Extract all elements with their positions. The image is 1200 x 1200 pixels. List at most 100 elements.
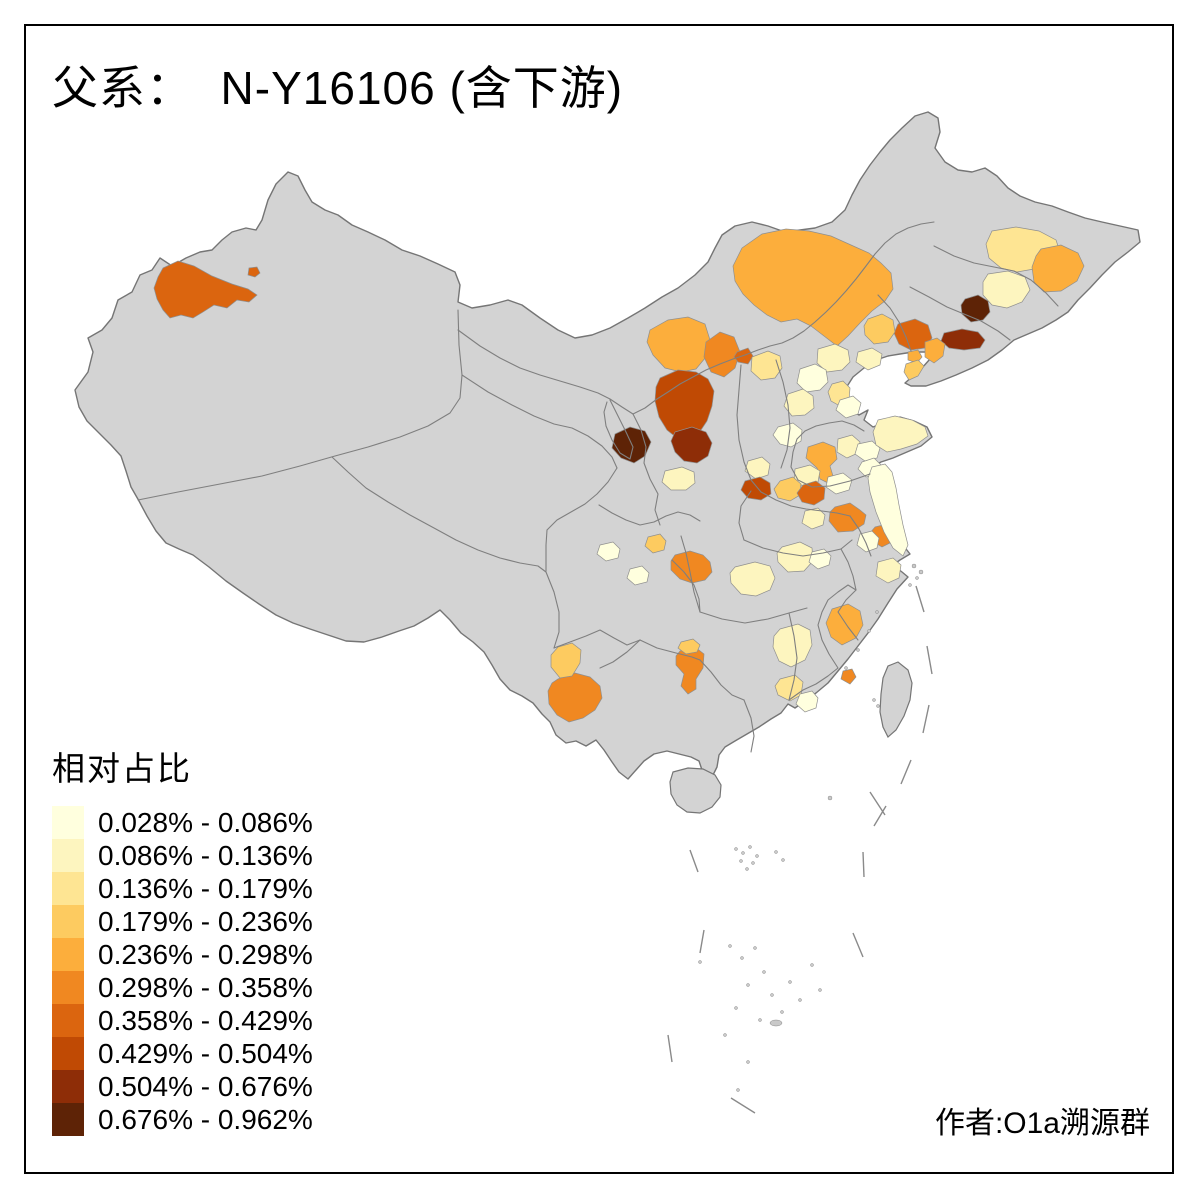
attribution-text: 作者:O1a溯源群 bbox=[934, 1107, 1150, 1140]
border-chongqing bbox=[671, 559, 701, 613]
prefecture-cangzhou-hebei bbox=[835, 395, 862, 419]
legend-bin-label: 0.676% - 0.962% bbox=[98, 1104, 313, 1135]
prefecture-anshan-liaoyang bbox=[924, 337, 946, 364]
prefecture-yancheng-coastal-jiangsu bbox=[867, 463, 909, 557]
mainland-china bbox=[74, 111, 1141, 780]
prefecture-bayannur-baotou bbox=[646, 316, 711, 373]
islands bbox=[667, 563, 933, 1114]
legend-bin-label: 0.179% - 0.236% bbox=[98, 906, 313, 937]
legend-swatch bbox=[52, 1103, 84, 1136]
prefecture-chengde-hebei bbox=[816, 343, 851, 373]
prefecture-ili-valley-xinjiang bbox=[153, 260, 258, 319]
prefecture-heyuan-guangdong bbox=[795, 690, 819, 713]
border-jiangxi-fujian bbox=[788, 584, 857, 701]
border-guizhou-guangxi bbox=[699, 659, 745, 701]
prefecture-xuchang-henan bbox=[801, 507, 826, 530]
legend-row: 0.028% - 0.086% bbox=[52, 806, 313, 839]
province-borders bbox=[137, 221, 1059, 753]
prefecture-qingyang-gansu bbox=[661, 466, 696, 491]
legend-swatch bbox=[52, 806, 84, 839]
prefecture-patches bbox=[153, 226, 1085, 723]
legend-row: 0.298% - 0.358% bbox=[52, 971, 313, 1004]
prefecture-bortala-dot-xinjiang bbox=[247, 266, 261, 278]
legend: 相对占比 0.028% - 0.086% 0.086% - 0.136% 0.136… bbox=[52, 742, 313, 1136]
border-shandong bbox=[790, 420, 871, 488]
legend-row: 0.236% - 0.298% bbox=[52, 938, 313, 971]
border-ningxia bbox=[603, 399, 634, 460]
legend-swatch bbox=[52, 905, 84, 938]
legend-bin-label: 0.298% - 0.358% bbox=[98, 972, 313, 1003]
border-anhui-zhejiang bbox=[837, 548, 859, 641]
border-jiangsu-anhui bbox=[849, 515, 872, 557]
border-liaoning-hebei bbox=[877, 294, 912, 352]
prefecture-changchun-jilin bbox=[982, 270, 1031, 309]
prefecture-xiamen-dot-fujian bbox=[840, 668, 857, 685]
border-hubei-west bbox=[680, 535, 701, 613]
border-sichuan-yunnan bbox=[553, 629, 641, 649]
legend-row: 0.136% - 0.179% bbox=[52, 872, 313, 905]
border-inner-mongolia-south bbox=[632, 221, 935, 415]
legend-row: 0.086% - 0.136% bbox=[52, 839, 313, 872]
prefecture-chuxiong-yunnan bbox=[550, 642, 582, 679]
legend-bin-label: 0.086% - 0.136% bbox=[98, 840, 313, 871]
border-gansu-corridor bbox=[461, 374, 618, 469]
prefecture-tangshan-qinhuangdao bbox=[855, 347, 883, 371]
legend-row: 0.676% - 0.962% bbox=[52, 1103, 313, 1136]
prefecture-yingkou-dot-liaoning bbox=[907, 349, 923, 364]
legend-bin-label: 0.136% - 0.179% bbox=[98, 873, 313, 904]
prefecture-jinzhou-liaoning bbox=[863, 313, 896, 345]
prefecture-chengdu-sichuan bbox=[626, 565, 650, 586]
legend-swatch bbox=[52, 1037, 84, 1070]
border-qinghai-east bbox=[545, 467, 618, 572]
legend-row: 0.429% - 0.504% bbox=[52, 1037, 313, 1070]
prefecture-shenyang-fushun-liaoning bbox=[940, 328, 986, 351]
prefecture-yantai-peninsula-shandong bbox=[872, 415, 929, 453]
border-tibet-sichuan bbox=[545, 571, 560, 649]
legend-rows: 0.028% - 0.086% 0.086% - 0.136% 0.136% - 0… bbox=[52, 806, 313, 1136]
prefecture-linfen-shanxi bbox=[744, 456, 771, 480]
border-heilongjiang-jilin bbox=[933, 245, 1059, 307]
taiwan-island bbox=[879, 661, 913, 738]
prefecture-dalian-liaoning bbox=[903, 359, 925, 381]
legend-bin-label: 0.429% - 0.504% bbox=[98, 1038, 313, 1069]
prefecture-guiyang-guizhou bbox=[677, 638, 701, 655]
border-hunan-jiangxi bbox=[788, 612, 798, 701]
legend-bin-label: 0.028% - 0.086% bbox=[98, 807, 313, 838]
legend-row: 0.179% - 0.236% bbox=[52, 905, 313, 938]
legend-bin-label: 0.504% - 0.676% bbox=[98, 1071, 313, 1102]
prefecture-hohhot-ulanqab bbox=[703, 331, 741, 378]
dash-line-marks bbox=[667, 585, 933, 1114]
prefecture-yanan-shaanxi bbox=[670, 426, 713, 464]
border-guangxi-guangdong bbox=[743, 699, 755, 753]
prefecture-mianyang-sichuan bbox=[596, 541, 621, 562]
legend-title: 相对占比 bbox=[52, 750, 192, 787]
coastal-islets bbox=[698, 563, 924, 1092]
border-hubei-hunan bbox=[699, 607, 808, 624]
legend-swatch bbox=[52, 1070, 84, 1103]
prefecture-xilingol-inner-mongolia bbox=[732, 228, 894, 347]
prefecture-weifang-shandong bbox=[854, 440, 881, 462]
border-guizhou-north bbox=[639, 639, 701, 661]
legend-swatch bbox=[52, 839, 84, 872]
prefecture-guangyuan-sichuan bbox=[644, 533, 667, 554]
legend-row: 0.504% - 0.676% bbox=[52, 1070, 313, 1103]
prefecture-baoding-hebei bbox=[783, 388, 815, 417]
border-tibet-qinghai bbox=[331, 456, 547, 573]
border-henan-north bbox=[760, 491, 851, 517]
plot-frame bbox=[24, 24, 1174, 1174]
prefecture-pingxiang-jiangxi bbox=[772, 623, 813, 668]
prefecture-nanyang-henan bbox=[776, 541, 814, 573]
border-inner-mongolia-west bbox=[457, 329, 634, 415]
legend-swatch bbox=[52, 938, 84, 971]
prefecture-harbin-heilongjiang bbox=[1031, 244, 1085, 293]
border-jilin-liaoning bbox=[909, 286, 1011, 341]
border-xinjiang bbox=[137, 309, 463, 501]
prefecture-beijing bbox=[796, 363, 829, 393]
border-yunnan-guizhou bbox=[599, 639, 641, 669]
border-hebei-shanxi bbox=[775, 359, 791, 469]
legend-swatch bbox=[52, 872, 84, 905]
legend-swatch bbox=[52, 1004, 84, 1037]
border-henan-west bbox=[738, 490, 752, 541]
